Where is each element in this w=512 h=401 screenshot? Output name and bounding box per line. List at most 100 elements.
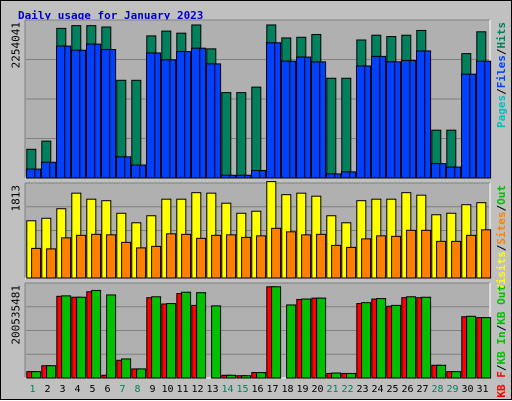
legend-entry: /	[495, 48, 508, 55]
bar-files-day-30	[461, 73, 471, 179]
bar-kb-in-day-27	[421, 296, 432, 379]
bar-sites-day-21	[331, 244, 342, 279]
bar-sites-day-26	[406, 229, 417, 279]
bar-files-day-16	[251, 169, 261, 179]
day-label-25: 25	[386, 384, 398, 395]
bar-kb-in-day-10	[166, 303, 177, 379]
bar-hits-day-15	[236, 92, 247, 179]
bar-sites-day-28	[436, 240, 447, 279]
day-label-5: 5	[89, 384, 95, 395]
legend-entry: KB F	[495, 371, 508, 398]
legend-entry: Sites	[495, 212, 508, 245]
day-label-15: 15	[236, 384, 248, 395]
bar-files-day-9	[146, 52, 156, 179]
bar-sites-day-25	[391, 235, 402, 279]
bar-hits-day-22	[341, 77, 352, 179]
day-label-21: 21	[326, 384, 338, 395]
legend-kbytes: KB F/KB In/KB Out	[495, 285, 508, 398]
bar-sites-day-9	[151, 245, 162, 279]
bar-kb-in-day-2	[46, 365, 57, 379]
bar-files-day-19	[296, 56, 306, 179]
legend-entry: /	[495, 88, 508, 95]
bar-kb-in-day-29	[451, 371, 462, 379]
bar-files-day-23	[356, 65, 366, 179]
bar-files-day-11	[176, 51, 186, 179]
day-label-22: 22	[341, 384, 353, 395]
bar-hits-day-21	[326, 77, 337, 179]
max-label-hits-files-pages: 2254041	[10, 22, 23, 68]
bar-files-day-29	[446, 166, 456, 179]
bar-kb-in-day-28	[436, 364, 447, 379]
day-label-30: 30	[461, 384, 473, 395]
day-label-3: 3	[59, 384, 65, 395]
bar-sites-day-18	[286, 231, 297, 279]
bar-hits-day-16	[251, 86, 262, 179]
bar-kb-in-day-7	[121, 358, 132, 379]
legend-entry: /	[495, 364, 508, 371]
bar-kb-in-day-13	[211, 305, 222, 379]
bar-files-day-2	[41, 161, 51, 179]
bar-files-day-14	[221, 174, 231, 179]
bar-sites-day-31	[481, 229, 492, 279]
legend-entry: Hits	[495, 22, 508, 49]
bar-sites-day-19	[301, 234, 312, 279]
legend-entry: /	[495, 324, 508, 331]
day-label-12: 12	[191, 384, 203, 395]
bar-sites-day-7	[121, 241, 132, 279]
day-label-10: 10	[161, 384, 173, 395]
bar-kb-in-day-22	[346, 372, 357, 379]
bar-sites-day-29	[451, 240, 462, 279]
day-label-28: 28	[431, 384, 443, 395]
bar-hits-day-8	[131, 79, 142, 179]
bar-kb-in-day-25	[391, 304, 402, 379]
bar-files-day-1	[26, 168, 36, 179]
bar-files-day-12	[191, 47, 201, 179]
day-label-4: 4	[74, 384, 80, 395]
day-label-26: 26	[401, 384, 413, 395]
legend-entry: KB Out	[495, 285, 508, 325]
bar-files-day-8	[131, 164, 141, 179]
bar-files-day-17	[266, 42, 276, 179]
bar-sites-day-20	[316, 233, 327, 279]
bar-files-day-21	[326, 173, 336, 179]
day-label-9: 9	[149, 384, 155, 395]
day-label-7: 7	[119, 384, 125, 395]
bar-sites-day-5	[91, 233, 102, 279]
bar-sites-day-23	[361, 238, 372, 279]
legend-hits-files-pages: Pages/Files/Hits	[495, 22, 508, 128]
bar-kb-in-day-26	[406, 296, 417, 379]
bar-kb-in-day-15	[241, 375, 252, 379]
bar-kb-in-day-9	[151, 296, 162, 379]
bar-kb-in-day-3	[61, 295, 72, 379]
bar-files-day-4	[71, 49, 81, 179]
legend-entry: /	[495, 205, 508, 212]
bar-files-day-15	[236, 174, 246, 179]
bar-sites-day-16	[256, 235, 267, 279]
bar-kb-in-day-23	[361, 302, 372, 379]
bar-files-day-7	[116, 156, 126, 179]
bar-kb-in-day-30	[466, 315, 477, 379]
day-label-17: 17	[266, 384, 278, 395]
bar-kb-in-day-12	[196, 292, 207, 379]
legend-entry: Out	[495, 185, 508, 205]
bar-kb-in-day-18	[286, 304, 297, 379]
bar-kb-in-day-5	[91, 289, 102, 379]
day-label-20: 20	[311, 384, 323, 395]
bar-sites-day-24	[376, 235, 387, 279]
day-label-19: 19	[296, 384, 308, 395]
bar-files-day-28	[431, 163, 441, 179]
bar-files-day-6	[101, 49, 111, 179]
bar-kb-in-day-20	[316, 297, 327, 379]
legend-visits-sites: Visits/Sites/Out	[495, 185, 508, 291]
bar-files-day-27	[416, 50, 426, 179]
day-label-29: 29	[446, 384, 458, 395]
bar-sites-day-6	[106, 234, 117, 279]
bar-sites-day-14	[226, 234, 237, 279]
bar-kb-in-day-19	[301, 298, 312, 379]
bar-sites-day-11	[181, 233, 192, 279]
bar-files-day-25	[386, 61, 396, 179]
legend-entry: Pages	[495, 95, 508, 128]
bar-sites-day-15	[241, 236, 252, 279]
bar-files-day-20	[311, 61, 321, 179]
